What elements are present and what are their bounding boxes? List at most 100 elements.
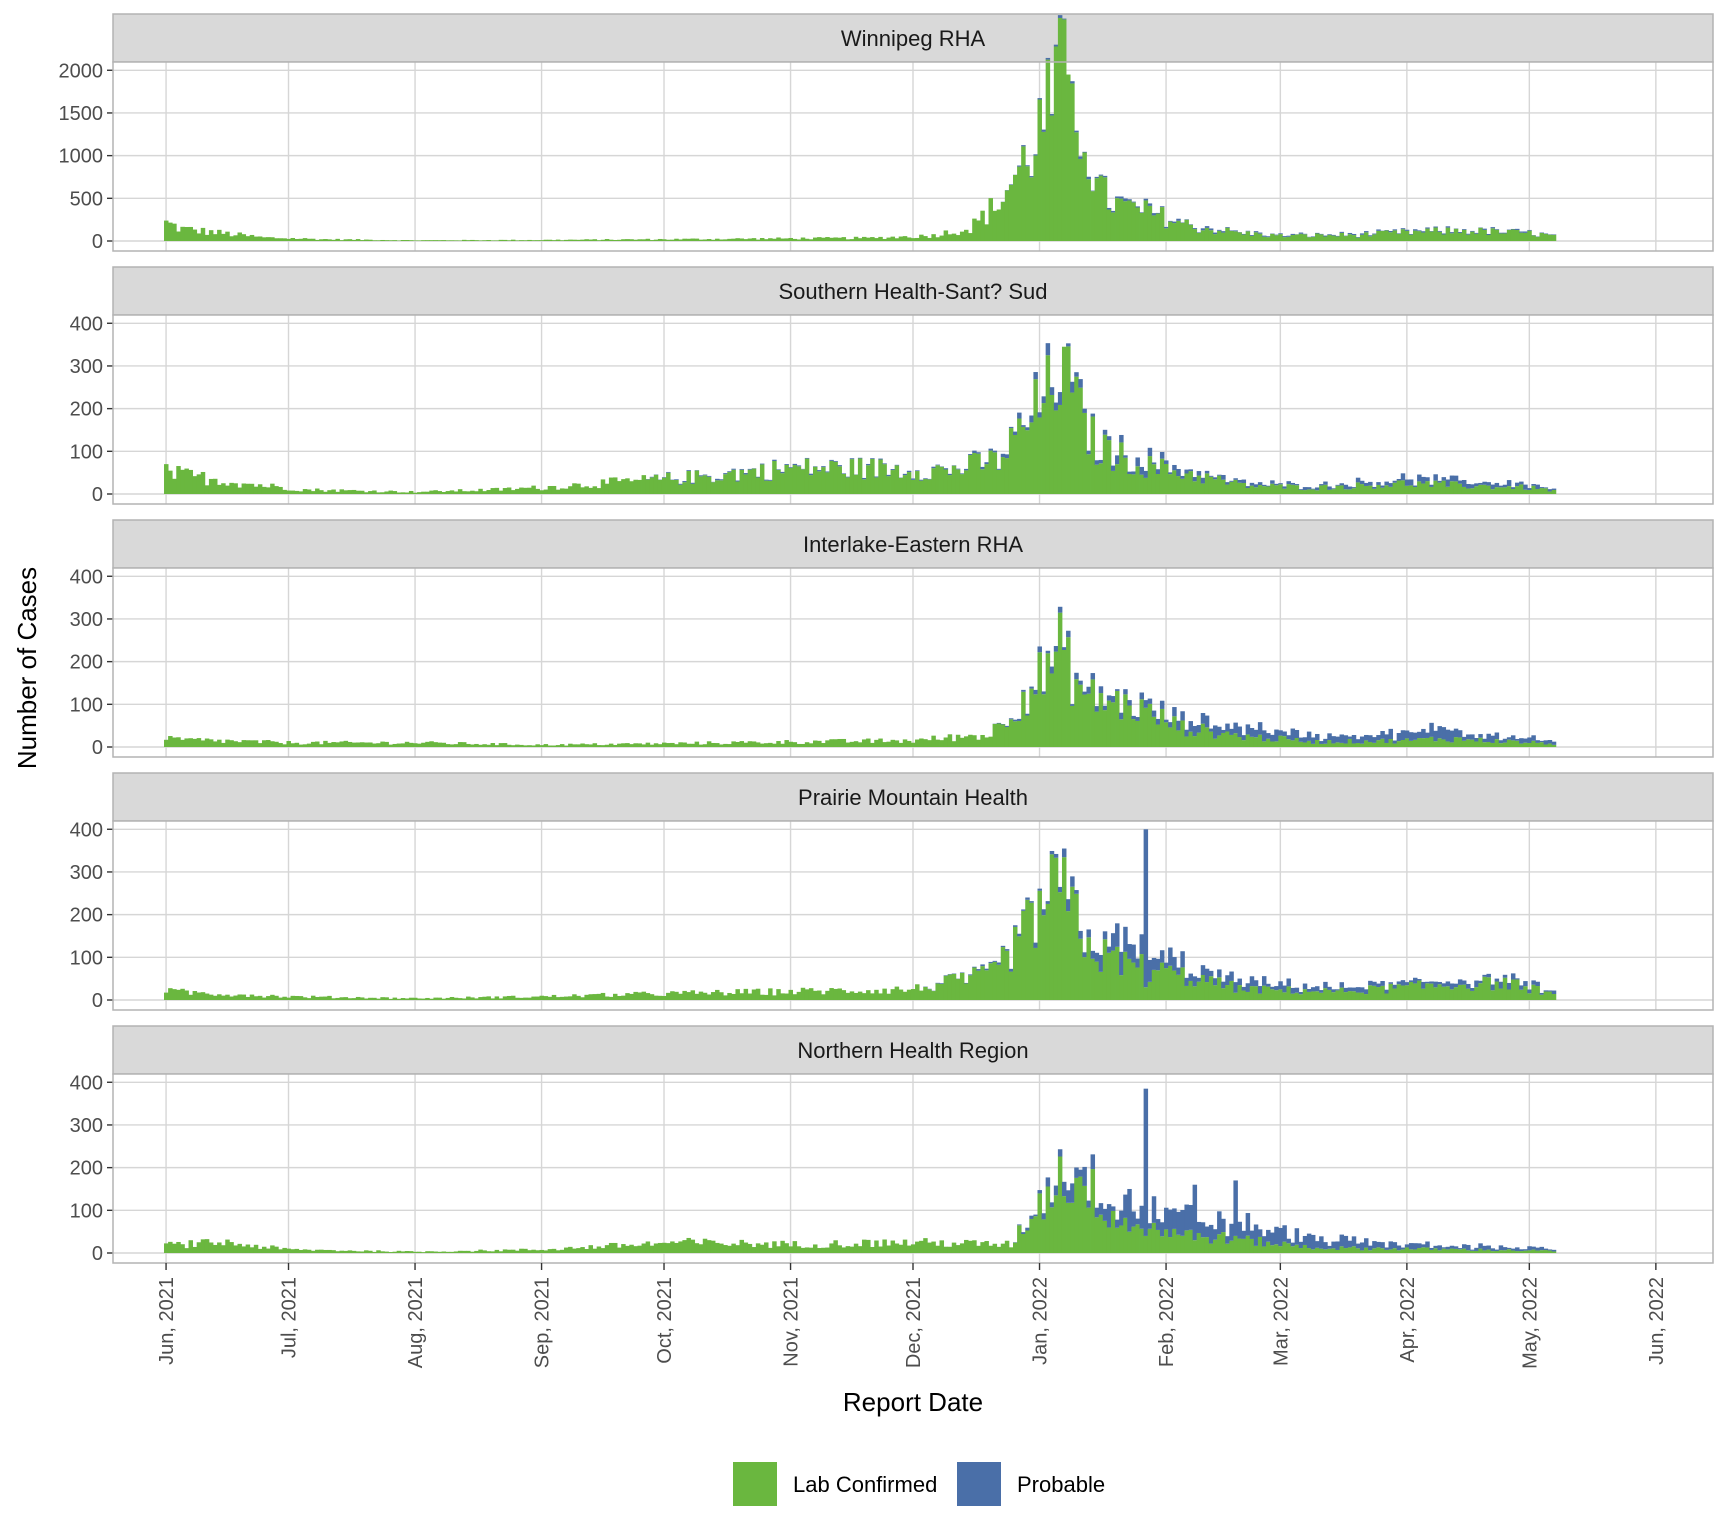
bar-lab-confirmed <box>1278 484 1283 494</box>
panel-strip <box>112 13 1714 63</box>
bar-lab-confirmed <box>641 744 647 747</box>
bar-lab-confirmed <box>527 487 532 494</box>
bar-lab-confirmed <box>535 240 540 241</box>
bar-lab-confirmed <box>327 490 332 494</box>
bar-probable <box>1417 731 1422 739</box>
bar-lab-confirmed <box>984 737 989 747</box>
bar-lab-confirmed <box>723 1245 728 1253</box>
bar-lab-confirmed <box>1306 991 1312 1000</box>
bar-lab-confirmed <box>1519 989 1524 1000</box>
bar-lab-confirmed <box>894 740 900 747</box>
bar-probable <box>1376 983 1381 988</box>
bar-lab-confirmed <box>641 991 647 1000</box>
bar-lab-confirmed <box>196 233 202 241</box>
bar-probable <box>1551 1249 1557 1252</box>
bar-lab-confirmed <box>878 459 883 494</box>
bar-probable <box>1302 1235 1308 1245</box>
bar-probable <box>1392 740 1398 744</box>
bar-lab-confirmed <box>800 987 806 1000</box>
bar-lab-confirmed <box>637 239 642 241</box>
bar-lab-confirmed <box>1147 981 1153 1000</box>
bar-lab-confirmed <box>1408 740 1414 747</box>
bar-lab-confirmed <box>1200 483 1206 494</box>
bar-lab-confirmed <box>1045 1186 1051 1253</box>
bar-lab-confirmed <box>1380 738 1385 747</box>
bar-lab-confirmed <box>1037 417 1042 494</box>
bar-probable <box>1294 1228 1300 1245</box>
bar-lab-confirmed <box>1237 737 1242 747</box>
bar-probable <box>1037 1190 1042 1194</box>
bar-lab-confirmed <box>1066 1202 1071 1253</box>
bar-lab-confirmed <box>1339 232 1345 241</box>
bar-lab-confirmed <box>988 198 993 241</box>
bar-lab-confirmed <box>221 742 226 747</box>
bar-probable <box>1004 949 1010 951</box>
bar-lab-confirmed <box>315 996 320 1000</box>
bar-lab-confirmed <box>286 997 291 1000</box>
bar-lab-confirmed <box>1041 1219 1047 1253</box>
bar-lab-confirmed <box>1176 1234 1181 1253</box>
bar-probable <box>1368 1245 1373 1251</box>
bar-lab-confirmed <box>686 992 691 1000</box>
bar-lab-confirmed <box>347 239 353 241</box>
bar-probable <box>1466 484 1471 489</box>
bar-lab-confirmed <box>527 1250 532 1253</box>
bar-lab-confirmed <box>372 240 377 241</box>
bar-lab-confirmed <box>1147 205 1153 241</box>
bar-lab-confirmed <box>384 240 389 241</box>
bar-lab-confirmed <box>278 1249 283 1253</box>
bar-lab-confirmed <box>568 486 573 494</box>
bar-lab-confirmed <box>266 740 271 747</box>
bar-probable <box>943 975 949 976</box>
bar-probable <box>1172 1208 1177 1229</box>
bar-lab-confirmed <box>959 1243 965 1253</box>
bar-lab-confirmed <box>551 745 557 747</box>
bar-lab-confirmed <box>1355 992 1361 1000</box>
bar-probable <box>1021 689 1026 692</box>
bar-probable <box>1249 728 1255 737</box>
bar-lab-confirmed <box>866 990 871 1000</box>
bar-lab-confirmed <box>1421 483 1426 494</box>
bar-lab-confirmed <box>1180 720 1185 747</box>
bar-lab-confirmed <box>494 996 500 1000</box>
bar-lab-confirmed <box>515 488 520 494</box>
bar-lab-confirmed <box>996 209 1002 241</box>
bar-lab-confirmed <box>698 239 704 241</box>
bar-probable <box>1335 1241 1340 1250</box>
bar-lab-confirmed <box>882 988 887 1000</box>
bar-probable <box>1498 232 1504 234</box>
bar-lab-confirmed <box>800 469 806 494</box>
bar-lab-confirmed <box>1196 475 1202 494</box>
bar-probable <box>1110 933 1116 951</box>
bar-lab-confirmed <box>515 744 520 747</box>
bar-lab-confirmed <box>1094 178 1100 241</box>
bar-probable <box>882 463 887 465</box>
bar-probable <box>1008 184 1014 185</box>
bar-lab-confirmed <box>976 453 981 494</box>
bar-lab-confirmed <box>1298 1248 1304 1253</box>
bar-probable <box>1315 986 1320 992</box>
bar-probable <box>1359 987 1365 993</box>
y-tick-label: 300 <box>70 1115 103 1137</box>
bar-lab-confirmed <box>1221 232 1226 241</box>
bar-lab-confirmed <box>1159 962 1165 1000</box>
bar-lab-confirmed <box>596 488 602 494</box>
bar-probable <box>1147 1223 1153 1229</box>
bar-probable <box>1192 228 1198 230</box>
bar-lab-confirmed <box>270 237 275 241</box>
bar-lab-confirmed <box>1294 992 1300 1000</box>
bar-lab-confirmed <box>1143 477 1149 494</box>
bar-lab-confirmed <box>1457 737 1463 747</box>
bar-lab-confirmed <box>706 994 712 1000</box>
bar-lab-confirmed <box>1498 487 1504 494</box>
bar-lab-confirmed <box>698 476 704 494</box>
bar-lab-confirmed <box>759 743 765 747</box>
bar-lab-confirmed <box>551 240 557 241</box>
bar-lab-confirmed <box>1302 1244 1308 1253</box>
bar-lab-confirmed <box>547 239 553 241</box>
bar-probable <box>1033 154 1038 156</box>
bar-lab-confirmed <box>853 474 859 494</box>
bar-lab-confirmed <box>1413 1249 1418 1253</box>
bar-lab-confirmed <box>1404 485 1410 494</box>
bar-probable <box>1506 1247 1512 1250</box>
